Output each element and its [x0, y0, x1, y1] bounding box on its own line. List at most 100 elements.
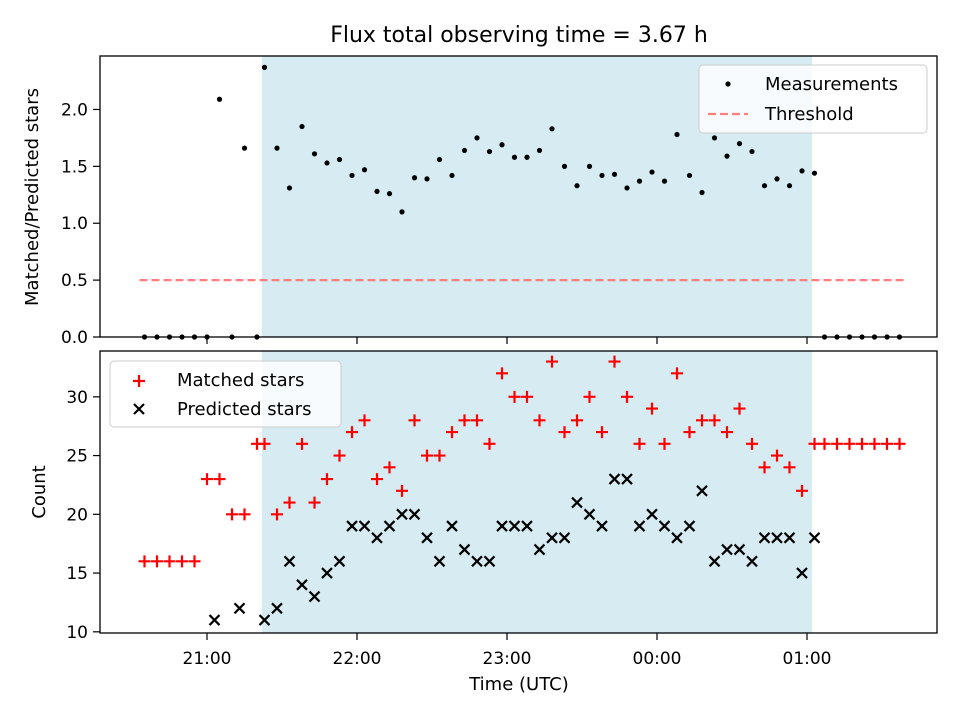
- top-measurement-point: [524, 154, 530, 160]
- bottom-panel: 10 15 20 25 30 21:00 22:00 23:00 00:00 01:00 Cou…: [29, 350, 938, 695]
- top-measurement-point: [586, 163, 593, 169]
- bottom-matched-point: [333, 449, 346, 462]
- bottom-matched-point: [213, 473, 226, 486]
- bottom-y-tick-label: 20: [66, 505, 88, 525]
- top-measurement-point: [774, 176, 780, 182]
- bottom-panel-frame: [99, 350, 938, 634]
- bottom-matched-point: [546, 355, 558, 368]
- bottom-predicted-point: [371, 532, 383, 544]
- bottom-matched-point: [201, 473, 213, 486]
- chart-title: Flux total observing time = 3.67 h: [330, 23, 708, 48]
- top-measurement-point: [241, 145, 248, 151]
- bottom-predicted-point: [696, 485, 708, 497]
- top-measurement-point: [399, 209, 405, 215]
- bottom-matched-point: [151, 555, 163, 568]
- top-y-tick-label: 0.0: [61, 328, 88, 348]
- bottom-matched-point: [558, 426, 571, 439]
- bottom-matched-point: [671, 367, 683, 380]
- bottom-matched-point: [596, 426, 608, 439]
- top-measurement-point: [574, 183, 580, 189]
- top-measurement-point: [636, 178, 643, 184]
- bottom-predicted-point: [258, 614, 271, 626]
- x-tick-label: 21:00: [183, 649, 232, 669]
- top-measurement-point: [461, 147, 468, 154]
- bottom-predicted-point: [783, 532, 796, 544]
- top-measurement-point: [374, 188, 380, 194]
- bottom-matched-point: [831, 437, 843, 450]
- top-measurement-point: [736, 140, 743, 147]
- bottom-matched-point: [893, 437, 906, 450]
- top-y-tick-label: 1.5: [61, 157, 88, 177]
- bottom-predicted-point: [708, 555, 721, 568]
- bottom-y-tick-label: 25: [66, 447, 88, 467]
- bottom-matched-point: [571, 414, 583, 427]
- bottom-predicted-point: [633, 520, 646, 532]
- bottom-predicted-point: [483, 555, 496, 568]
- x-tick-label: 01:00: [783, 649, 832, 669]
- bottom-matched-point: [856, 437, 868, 450]
- top-legend-box: [698, 64, 928, 134]
- top-measurement-point: [699, 189, 705, 196]
- bottom-matched-point: [483, 437, 496, 450]
- bottom-matched-point: [308, 496, 321, 509]
- bottom-matched-point: [496, 367, 508, 380]
- top-measurement-point: [449, 172, 455, 179]
- bottom-predicted-point: [546, 532, 558, 544]
- bottom-matched-point: [238, 508, 251, 521]
- top-measurement-point: [216, 96, 223, 102]
- top-y-tick-label: 2.0: [61, 100, 88, 120]
- bottom-matched-point: [646, 402, 658, 415]
- bottom-matched-point: [508, 390, 521, 403]
- bottom-matched-point: [188, 555, 201, 568]
- legend-predicted-marker: [133, 403, 145, 415]
- top-measurement-point: [336, 156, 343, 163]
- top-panel: 0.00.51.01.52.0 Matched/Predicted stars …: [22, 55, 938, 348]
- top-measurement-point: [386, 191, 393, 197]
- bottom-predicted-point: [408, 508, 421, 521]
- x-tick-label: 22:00: [333, 649, 382, 669]
- top-measurement-point: [274, 145, 280, 151]
- top-measurement-point: [674, 131, 680, 138]
- bottom-predicted-point: [608, 473, 621, 485]
- bottom-predicted-point: [496, 520, 508, 532]
- top-measurement-point: [686, 172, 693, 179]
- top-measurement-point: [424, 176, 430, 182]
- bottom-predicted-point: [358, 520, 371, 532]
- bottom-predicted-point: [521, 520, 533, 532]
- bottom-predicted-point: [671, 532, 683, 544]
- bottom-matched-point: [796, 484, 808, 497]
- legend-predicted-label: Predicted stars: [177, 399, 311, 420]
- top-measurement-point: [311, 151, 318, 157]
- bottom-predicted-point: [746, 555, 758, 568]
- bottom-predicted-point: [458, 543, 471, 556]
- bottom-matched-point: [408, 414, 421, 427]
- bottom-y-tick-label: 30: [66, 388, 88, 408]
- bottom-matched-point: [881, 437, 893, 450]
- bottom-y-tick-label: 10: [66, 623, 88, 643]
- bottom-predicted-point: [271, 602, 283, 615]
- bottom-matched-point: [721, 426, 733, 439]
- bottom-matched-point: [633, 437, 646, 450]
- bottom-predicted-point: [308, 590, 321, 603]
- top-measurement-point: [261, 64, 268, 70]
- bottom-predicted-point: [583, 508, 596, 521]
- bottom-predicted-point: [721, 543, 733, 556]
- bottom-matched-point: [296, 437, 308, 450]
- top-measurement-point: [761, 183, 768, 189]
- bottom-matched-point: [433, 449, 446, 462]
- top-measurement-point: [536, 147, 543, 154]
- bottom-matched-point: [396, 484, 408, 497]
- bottom-predicted-point: [383, 520, 396, 532]
- bottom-legend: Matched stars Predicted stars: [109, 360, 342, 428]
- top-measurement-point: [349, 172, 355, 179]
- bottom-predicted-point: [233, 602, 246, 615]
- bottom-predicted-point: [796, 567, 808, 579]
- bottom-predicted-point: [296, 579, 308, 591]
- bottom-matched-point: [458, 414, 471, 427]
- top-measurement-point: [549, 126, 555, 132]
- bottom-predicted-point: [533, 543, 546, 556]
- top-measurement-point: [786, 183, 793, 189]
- bottom-matched-point: [383, 461, 396, 474]
- bottom-predicted-point: [558, 532, 571, 544]
